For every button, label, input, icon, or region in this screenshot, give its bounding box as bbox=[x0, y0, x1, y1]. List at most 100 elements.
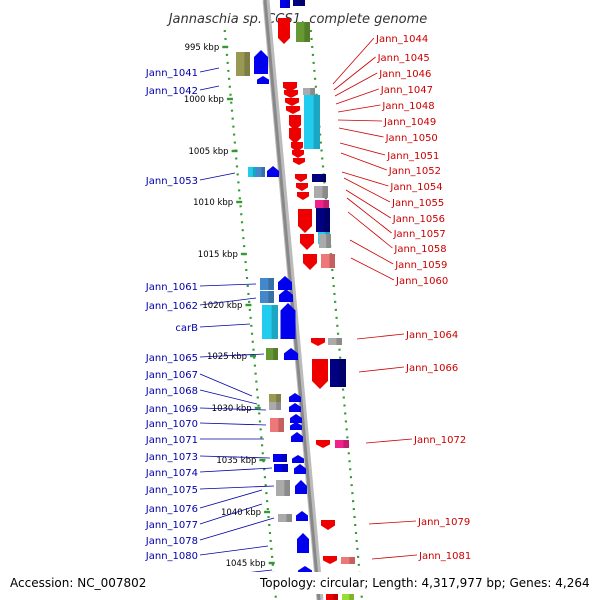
gene-block-gray-shade bbox=[310, 88, 315, 95]
gene-label-left: Jann_1077 bbox=[145, 520, 198, 531]
gene-block-olive bbox=[236, 52, 250, 76]
gene-arrow-red bbox=[286, 106, 300, 114]
gene-label-left: Jann_1067 bbox=[145, 370, 198, 381]
gene-arrow-red bbox=[298, 209, 312, 233]
kbp-tick-label: 1005 kbp bbox=[189, 147, 229, 157]
gene-arrow-blue bbox=[280, 303, 296, 339]
gene-label-left: Jann_1076 bbox=[145, 504, 198, 515]
leader-line-right bbox=[371, 554, 418, 560]
gene-arrow-red bbox=[300, 234, 314, 250]
leader-line-right bbox=[368, 520, 417, 525]
gene-label-right: Jann_1064 bbox=[405, 330, 458, 341]
gene-block-navy bbox=[330, 359, 346, 387]
leader-line-right bbox=[341, 171, 389, 187]
gene-block-green-shade bbox=[273, 348, 278, 360]
gene-block-gray bbox=[328, 338, 342, 345]
map-title: Jannaschia sp. CCS1, complete genome bbox=[166, 12, 428, 27]
gene-arrow-blue bbox=[290, 414, 302, 423]
gene-arrow-red bbox=[323, 556, 337, 564]
leader-line-left bbox=[199, 373, 253, 397]
gene-block-navy-shade bbox=[339, 359, 346, 387]
gene-label-right: Jann_1047 bbox=[380, 85, 433, 96]
gene-label-right: Jann_1056 bbox=[392, 214, 445, 225]
gene-arrow-red bbox=[303, 254, 317, 270]
gene-arrow-blue bbox=[295, 480, 307, 494]
gene-block-blue-shade bbox=[281, 454, 287, 462]
gene-label-right: Jann_1058 bbox=[393, 244, 446, 255]
gene-arrow-red bbox=[289, 128, 301, 144]
gene-block-steelblue bbox=[256, 167, 265, 177]
gene-block-pink bbox=[321, 254, 335, 268]
kbp-tick-label: 995 kbp bbox=[185, 43, 220, 53]
gene-label-right: Jann_1050 bbox=[385, 133, 438, 144]
gene-arrow-blue bbox=[294, 464, 306, 474]
leader-line-right bbox=[340, 152, 387, 171]
gene-label-left: Jann_1061 bbox=[145, 282, 198, 293]
gene-label-right: Jann_1048 bbox=[381, 101, 434, 112]
leader-line-right bbox=[350, 257, 395, 281]
leader-line-right bbox=[337, 104, 381, 113]
gene-block-steelblue bbox=[260, 278, 274, 290]
leader-line-right bbox=[365, 438, 413, 444]
kbp-tick-label: 1015 kbp bbox=[198, 250, 238, 260]
gene-block-pink-shade bbox=[349, 557, 355, 564]
gene-label-right: Jann_1072 bbox=[413, 435, 466, 446]
gene-arrow-blue bbox=[289, 403, 301, 412]
gene-arrow-blue bbox=[267, 166, 279, 177]
kbp-tick-label: 1010 kbp bbox=[193, 198, 233, 208]
leader-line-right bbox=[347, 211, 393, 249]
gene-block-gray bbox=[269, 402, 281, 410]
gene-arrow-red bbox=[293, 158, 305, 165]
gene-label-left: Jann_1080 bbox=[145, 551, 198, 562]
gene-block-lightgreen bbox=[342, 594, 354, 600]
gene-arrow-blue bbox=[254, 50, 268, 74]
gene-arrow-red bbox=[289, 115, 301, 131]
gene-block-navy-shade bbox=[300, 0, 305, 6]
gene-arrow-red bbox=[295, 174, 307, 182]
gene-block-gray bbox=[319, 234, 331, 248]
topology-text: Topology: circular; Length: 4,317,977 bp… bbox=[259, 576, 590, 590]
leader-line-left bbox=[199, 67, 220, 73]
gene-label-right: Jann_1059 bbox=[394, 260, 447, 271]
leader-line-right bbox=[339, 142, 386, 156]
gene-label-right: Jann_1045 bbox=[377, 53, 430, 64]
gene-block-gray-shade bbox=[284, 480, 290, 496]
gene-block-magenta bbox=[335, 440, 349, 448]
leader-line-right bbox=[349, 239, 394, 265]
kbp-tick-label: 1040 kbp bbox=[221, 508, 261, 518]
gene-block-steelblue-shade bbox=[268, 291, 274, 303]
gene-arrow-blue bbox=[289, 393, 301, 402]
gene-block-olive-shade bbox=[244, 52, 250, 76]
accession-text: Accession: NC_007802 bbox=[10, 576, 146, 590]
kbp-tick-label: 1035 kbp bbox=[216, 456, 256, 466]
gene-label-left: Jann_1074 bbox=[145, 468, 198, 479]
gene-block-blue bbox=[280, 0, 290, 8]
gene-arrow-red bbox=[316, 440, 330, 448]
gene-arrow-red bbox=[283, 82, 297, 92]
gene-block-gray-shade bbox=[322, 186, 328, 198]
gene-block-green bbox=[266, 348, 278, 360]
gene-block-lightgreen-shade bbox=[349, 594, 354, 600]
gene-arrow-red bbox=[297, 192, 309, 200]
gene-arrow-blue bbox=[290, 422, 302, 430]
gene-arrow-red bbox=[291, 142, 303, 152]
gene-block-gray bbox=[278, 514, 292, 522]
gene-arrow-red bbox=[311, 338, 325, 346]
gene-block-magenta-shade bbox=[323, 200, 329, 208]
leader-line-right bbox=[343, 177, 391, 203]
gene-label-left: Jann_1062 bbox=[145, 301, 198, 312]
leader-line-right bbox=[346, 197, 392, 234]
gene-block-steelblue-shade bbox=[268, 278, 274, 290]
leader-line-right bbox=[358, 366, 405, 373]
gene-label-left: Jann_1042 bbox=[145, 86, 198, 97]
gene-block-gray-shade bbox=[286, 514, 292, 522]
gene-block-cyan bbox=[304, 95, 320, 149]
gene-arrow-red bbox=[312, 359, 328, 389]
gene-label-right: Jann_1046 bbox=[378, 69, 431, 80]
gene-arrow-red bbox=[292, 150, 304, 158]
gene-label-left: Jann_1065 bbox=[145, 353, 198, 364]
gene-label-right: Jann_1054 bbox=[389, 182, 442, 193]
leader-line-right bbox=[335, 88, 379, 105]
gene-label-left: Jann_1068 bbox=[145, 386, 198, 397]
